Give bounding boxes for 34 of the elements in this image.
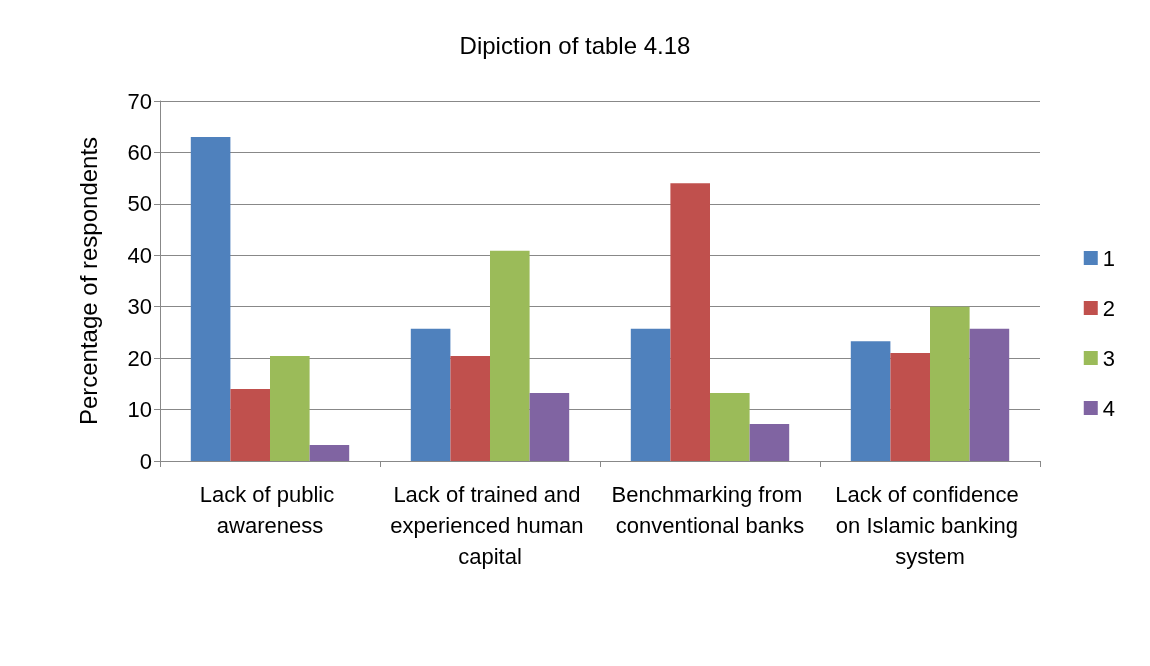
bar bbox=[309, 445, 350, 461]
bar bbox=[969, 328, 1010, 461]
bar bbox=[930, 306, 970, 461]
bar bbox=[410, 328, 451, 461]
legend-label: 4 bbox=[1102, 395, 1116, 421]
bar bbox=[850, 341, 891, 461]
x-tick-label: Lack of trained and experienced human capital bbox=[390, 482, 590, 569]
y-tick-label: 10 bbox=[127, 397, 152, 423]
y-tick-label: 50 bbox=[127, 191, 152, 217]
legend-label: 1 bbox=[1102, 245, 1116, 271]
bar bbox=[230, 389, 270, 461]
bar bbox=[749, 423, 790, 461]
bar bbox=[529, 393, 570, 461]
bar bbox=[490, 250, 530, 461]
bar bbox=[270, 356, 310, 461]
y-tick-label: 70 bbox=[127, 88, 152, 114]
y-tick-label: 30 bbox=[127, 294, 152, 320]
y-tick-label: 40 bbox=[127, 242, 152, 268]
bar bbox=[670, 183, 710, 461]
chart-title: Dipiction of table 4.18 bbox=[459, 31, 691, 59]
bar bbox=[890, 353, 930, 461]
bar bbox=[450, 356, 490, 461]
y-tick-label: 20 bbox=[127, 345, 152, 371]
legend-label: 3 bbox=[1102, 345, 1116, 371]
bar bbox=[710, 393, 750, 461]
legend-label: 2 bbox=[1102, 295, 1116, 321]
bar bbox=[630, 328, 671, 461]
y-axis-title: Percentage of respondents bbox=[74, 136, 102, 426]
bar bbox=[190, 137, 231, 461]
x-tick-label: Benchmarking from conventional banks bbox=[611, 482, 809, 538]
y-tick-label: 0 bbox=[139, 448, 152, 474]
x-tick-label: Lack of confidence on Islamic banking system bbox=[835, 482, 1025, 569]
x-tick-label: Lack of public awareness bbox=[199, 482, 341, 538]
y-tick-label: 60 bbox=[127, 139, 152, 165]
